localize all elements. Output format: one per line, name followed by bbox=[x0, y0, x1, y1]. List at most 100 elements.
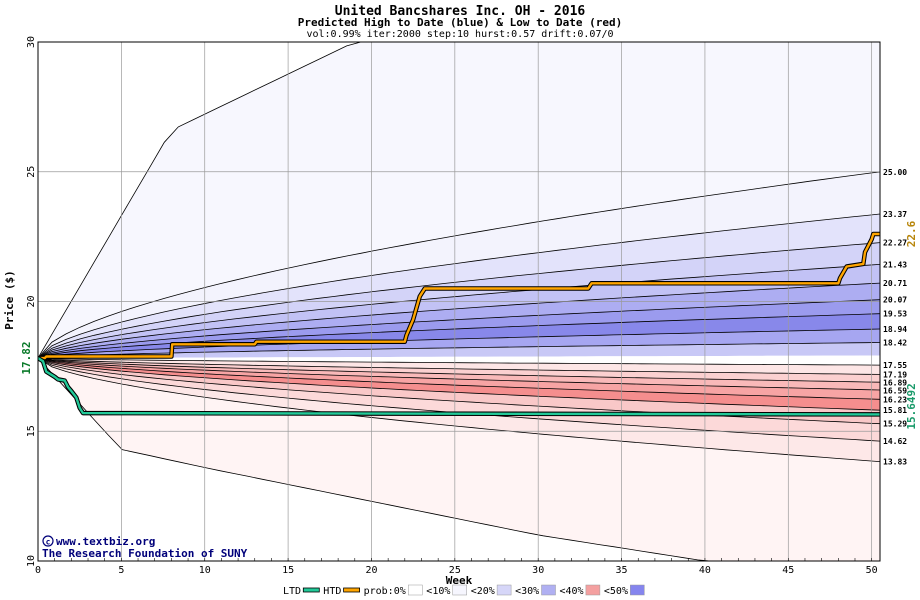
start-price-label: 17.82 bbox=[20, 342, 33, 375]
watermark-url: www.textbiz.org bbox=[56, 535, 155, 548]
band-end-label: 16.89 bbox=[883, 378, 907, 387]
legend-color-swatch bbox=[452, 584, 467, 596]
y-tick-label: 10 bbox=[26, 555, 37, 567]
band-boundary-line bbox=[38, 342, 880, 359]
lower-probability-band bbox=[38, 358, 880, 400]
upper-probability-band bbox=[38, 264, 880, 359]
copyright-glyph: c bbox=[46, 538, 51, 547]
y-tick-label: 20 bbox=[26, 295, 37, 307]
x-tick-label: 0 bbox=[35, 565, 41, 576]
upper-probability-band bbox=[38, 214, 880, 359]
band-boundary-line bbox=[38, 213, 880, 359]
x-axis-title: Week bbox=[446, 574, 473, 587]
band-boundary-line bbox=[38, 282, 880, 359]
legend-label: <30% bbox=[515, 586, 539, 597]
legend-color-swatch bbox=[585, 584, 601, 596]
legend-label: <10% bbox=[426, 586, 450, 597]
band-end-label: 22.27 bbox=[883, 239, 907, 248]
band-end-label: 23.37 bbox=[883, 210, 907, 219]
lower-probability-band bbox=[38, 358, 880, 462]
band-boundary-line bbox=[38, 357, 880, 366]
band-boundary-line bbox=[38, 357, 880, 400]
legend-label: <20% bbox=[471, 586, 495, 597]
watermark: c www.textbiz.org The Research Foundatio… bbox=[42, 535, 248, 560]
plot-area bbox=[38, 42, 880, 561]
band-end-label: 18.94 bbox=[883, 325, 907, 334]
y-tick-label: 30 bbox=[26, 36, 37, 48]
upper-probability-band bbox=[38, 342, 880, 359]
y-tick-label: 25 bbox=[26, 166, 37, 178]
legend-color-swatch bbox=[630, 584, 645, 596]
band-end-label: 16.23 bbox=[883, 395, 907, 404]
x-tick-label: 15 bbox=[282, 565, 294, 576]
band-end-label: 18.42 bbox=[883, 339, 907, 348]
x-tick-label: 45 bbox=[782, 565, 794, 576]
legend-color-swatch bbox=[496, 584, 512, 596]
chart-params: vol:0.99% iter:2000 step:10 hurst:0.57 d… bbox=[306, 29, 613, 40]
axis-ticks: 0 5 10 15 20 25 30 35 40 45 50 10 15 20 25 30 bbox=[26, 36, 878, 576]
legend-color-swatch bbox=[408, 584, 423, 596]
band-end-label: 16.59 bbox=[883, 386, 907, 395]
ltd-line bbox=[38, 357, 880, 416]
band-boundary-line bbox=[38, 242, 880, 359]
band-end-label: 25.00 bbox=[883, 168, 907, 177]
x-tick-label: 25 bbox=[449, 565, 461, 576]
legend-label: HTD bbox=[323, 586, 341, 597]
x-tick-label: 35 bbox=[616, 565, 628, 576]
htd-line bbox=[38, 232, 880, 360]
legend: LTD HTD prob:0% <10% <20% <30% <40% <50% bbox=[283, 584, 645, 597]
x-tick-label: 10 bbox=[199, 565, 211, 576]
lower-probability-band bbox=[38, 358, 880, 442]
x-tick-label: 30 bbox=[532, 565, 544, 576]
upper-probability-band bbox=[38, 299, 880, 359]
lower-envelope-band bbox=[38, 358, 880, 561]
band-boundary-line bbox=[38, 357, 880, 391]
legend-label: prob:0% bbox=[364, 586, 406, 597]
y-axis-title: Price ($) bbox=[3, 270, 16, 330]
copyright-icon bbox=[42, 535, 54, 547]
legend-label: <50% bbox=[604, 586, 628, 597]
chart-subtitle: Predicted High to Date (blue) & Low to D… bbox=[298, 16, 623, 29]
band-boundary-line bbox=[38, 264, 880, 359]
upper-probability-band bbox=[38, 171, 880, 359]
band-boundary-line bbox=[38, 328, 880, 359]
legend-label: LTD bbox=[283, 586, 301, 597]
x-tick-label: 5 bbox=[118, 565, 124, 576]
chart-title: United Bancshares Inc. OH - 2016 bbox=[335, 4, 586, 19]
lower-probability-band bbox=[38, 358, 880, 424]
grid bbox=[38, 42, 880, 561]
band-end-label: 20.71 bbox=[883, 279, 907, 288]
x-tick-label: 20 bbox=[365, 565, 377, 576]
band-end-label: 13.83 bbox=[883, 458, 907, 467]
min-envelope-line bbox=[38, 357, 719, 561]
band-boundary-line bbox=[38, 357, 880, 383]
htd-end-value-label: 22.6 bbox=[905, 220, 918, 247]
plot-frame bbox=[37, 41, 881, 562]
lower-probability-band bbox=[38, 355, 880, 366]
upper-probability-band bbox=[38, 313, 880, 359]
legend-line-swatch bbox=[302, 587, 320, 593]
lower-probability-band bbox=[38, 358, 880, 411]
band-end-label: 19.53 bbox=[883, 310, 907, 319]
upper-probability-band bbox=[38, 242, 880, 359]
series-lines bbox=[38, 231, 880, 417]
band-end-labels: 25.00 23.37 22.27 21.43 20.71 20.07 19.53 18.94… bbox=[883, 168, 907, 467]
upper-envelope-band bbox=[38, 42, 880, 359]
max-envelope-line bbox=[38, 42, 880, 359]
x-tick-label: 50 bbox=[866, 565, 878, 576]
band-boundary-line bbox=[38, 357, 880, 462]
watermark-org: The Research Foundation of SUNY bbox=[42, 547, 248, 560]
ltd-end-value-label: 15.6492 bbox=[905, 383, 918, 429]
band-end-label: 17.55 bbox=[883, 361, 907, 370]
legend-line-swatch bbox=[343, 587, 361, 593]
band-end-label: 21.43 bbox=[883, 260, 907, 269]
legend-color-swatch bbox=[541, 584, 556, 596]
band-end-label: 15.81 bbox=[883, 406, 907, 415]
y-tick-label: 15 bbox=[26, 425, 37, 437]
band-boundary-line bbox=[38, 357, 880, 425]
lower-probability-band bbox=[38, 358, 880, 375]
band-boundary-line bbox=[38, 171, 880, 359]
legend-label: <40% bbox=[560, 586, 584, 597]
band-end-label: 17.19 bbox=[883, 370, 907, 379]
